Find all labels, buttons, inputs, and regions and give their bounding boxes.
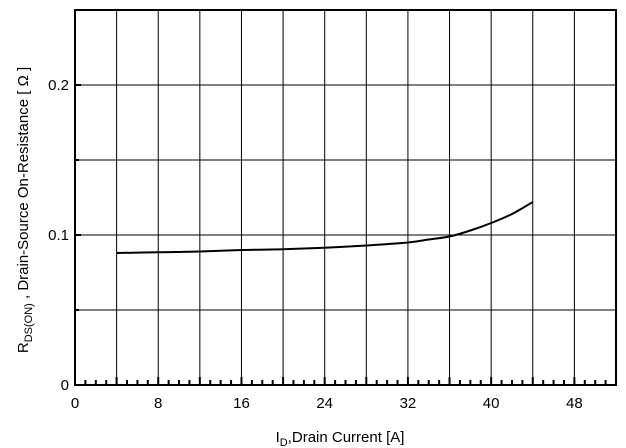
y-tick-labels: 0 0.1 0.2 xyxy=(48,77,69,394)
x-tick-labels: 0 8 16 24 32 40 48 xyxy=(71,395,583,412)
series-layer xyxy=(116,201,534,254)
x-axis-label: ID,Drain Current [A] xyxy=(276,429,405,448)
x-tick-label: 8 xyxy=(154,395,162,412)
plot-frame xyxy=(74,9,617,386)
y-axis-label: RDS(ON) , Drain-Source On-Resistance [ Ω… xyxy=(15,67,35,353)
x-tick-label: 32 xyxy=(400,395,417,412)
x-tick-label: 24 xyxy=(316,395,333,412)
x-tick-label: 48 xyxy=(566,395,583,412)
y-tick-label: 0 xyxy=(61,377,69,394)
y-tick-label: 0.2 xyxy=(48,77,69,94)
grid xyxy=(75,10,616,385)
x-tick-label: 16 xyxy=(233,395,250,412)
x-tick-label: 0 xyxy=(71,395,79,412)
x-tick-label: 40 xyxy=(483,395,500,412)
y-tick-label: 0.1 xyxy=(48,227,69,244)
series-line xyxy=(116,201,534,254)
